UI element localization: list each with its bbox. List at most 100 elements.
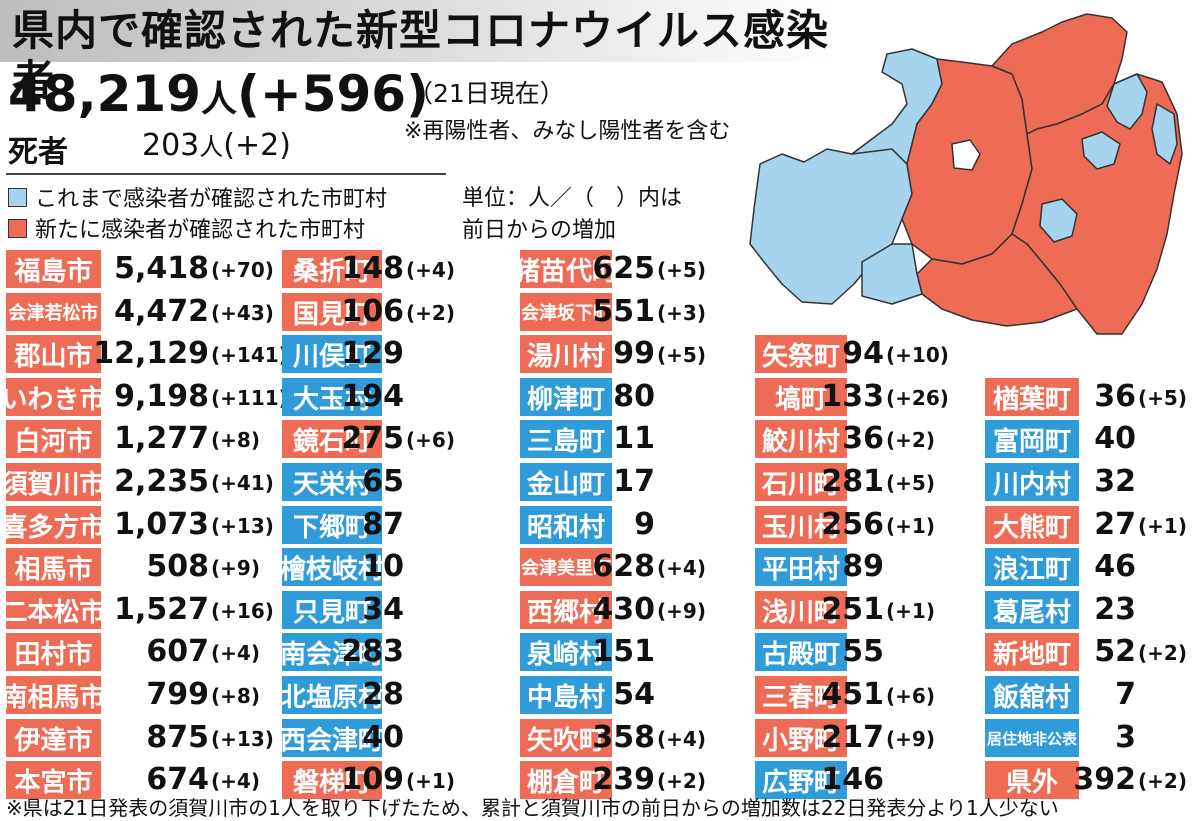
case-count: 217 xyxy=(821,720,884,755)
case-count: 799 xyxy=(146,677,209,712)
case-count: 5,418 xyxy=(114,251,209,286)
unit-note-line2: 前日からの増加 xyxy=(462,218,617,243)
case-count: 275 xyxy=(341,421,404,456)
case-count: 32 xyxy=(1094,464,1136,499)
case-count: 251 xyxy=(821,592,884,627)
map-region-coast-2 xyxy=(1151,103,1178,165)
case-count: 508 xyxy=(146,549,209,584)
case-increase: (+111) xyxy=(211,386,288,410)
municipality-name: 玉川村 xyxy=(755,506,847,544)
case-increase: (+1) xyxy=(406,769,455,793)
case-increase: (+2) xyxy=(1138,769,1187,793)
case-increase: (+4) xyxy=(211,769,260,793)
municipality-name: 鮫川村 xyxy=(755,420,847,458)
case-count: 109 xyxy=(341,762,404,797)
case-count: 106 xyxy=(341,294,404,329)
deaths-change: (+2) xyxy=(223,128,291,163)
case-count: 392 xyxy=(1073,762,1136,797)
municipality-name: 棚倉町 xyxy=(520,761,612,799)
map-region-kenpoku xyxy=(861,243,923,305)
case-increase: (+6) xyxy=(406,428,455,452)
case-count: 17 xyxy=(613,464,655,499)
case-count: 1,073 xyxy=(114,507,209,542)
case-increase: (+5) xyxy=(886,471,935,495)
case-count: 40 xyxy=(1094,421,1136,456)
municipality-name: 居住地非公表 xyxy=(985,719,1079,757)
municipality-name: 広野町 xyxy=(755,761,847,799)
fukushima-map xyxy=(749,13,1183,335)
municipality-name: 古殿町 xyxy=(755,633,847,671)
case-count: 129 xyxy=(341,336,404,371)
municipality-name: 鏡石町 xyxy=(282,420,382,458)
case-count: 9,198 xyxy=(114,379,209,414)
municipality-name: 新地町 xyxy=(985,633,1079,671)
municipality-name: 会津若松市 xyxy=(6,293,101,331)
case-count: 46 xyxy=(1094,549,1136,584)
municipality-name: 県外 xyxy=(985,761,1079,799)
unit-note: 単位：人／（ ）内は 前日からの増加 xyxy=(462,183,722,247)
case-increase: (+5) xyxy=(657,258,706,282)
municipality-name: 矢祭町 xyxy=(755,335,847,373)
title-bar: 県内で確認された新型コロナウイルス感染者 xyxy=(0,0,840,105)
unit-note-line1: 単位：人／（ ）内は xyxy=(462,186,683,211)
case-count: 52 xyxy=(1094,634,1136,669)
case-increase: (+9) xyxy=(657,599,706,623)
case-count: 194 xyxy=(341,379,404,414)
municipality-name: 湯川村 xyxy=(520,335,612,373)
total-change: (+596) xyxy=(236,65,429,123)
case-increase: (+5) xyxy=(1138,386,1187,410)
map-region-aizu xyxy=(749,138,913,305)
map-region-coast-3 xyxy=(1039,198,1078,243)
case-increase: (+9) xyxy=(211,556,260,580)
case-count: 430 xyxy=(592,592,655,627)
case-count: 7 xyxy=(1115,677,1136,712)
case-count: 151 xyxy=(592,634,655,669)
municipality-name: 二本松市 xyxy=(6,591,101,629)
case-count: 4,472 xyxy=(114,294,209,329)
municipality-name: 相馬市 xyxy=(6,548,101,586)
municipality-name: 泉崎村 xyxy=(520,633,612,671)
municipality-name: 中島村 xyxy=(520,676,612,714)
case-count: 148 xyxy=(341,251,404,286)
case-increase: (+9) xyxy=(886,727,935,751)
municipality-name: 白河市 xyxy=(6,420,101,458)
case-count: 87 xyxy=(362,507,404,542)
municipality-name: 三春町 xyxy=(755,676,847,714)
case-count: 94 xyxy=(842,336,884,371)
case-count: 2,235 xyxy=(114,464,209,499)
municipality-name: 国見町 xyxy=(282,293,382,331)
case-count: 628 xyxy=(592,549,655,584)
municipality-name: 石川町 xyxy=(755,463,847,501)
case-count: 65 xyxy=(362,464,404,499)
municipality-name: 田村市 xyxy=(6,633,101,671)
footnote: ※県は21日発表の須賀川市の1人を取り下げたため、累計と須賀川市の前日からの増加… xyxy=(6,796,1059,820)
case-count: 34 xyxy=(362,592,404,627)
case-count: 23 xyxy=(1094,592,1136,627)
case-count: 3 xyxy=(1115,720,1136,755)
case-increase: (+10) xyxy=(886,343,949,367)
case-increase: (+2) xyxy=(657,769,706,793)
total-unit: 人 xyxy=(200,79,237,120)
municipality-name: 富岡町 xyxy=(985,420,1079,458)
case-increase: (+8) xyxy=(211,428,260,452)
municipality-name: 福島市 xyxy=(6,250,101,288)
case-count: 674 xyxy=(146,762,209,797)
case-count: 9 xyxy=(634,507,655,542)
map-region-hama xyxy=(1081,131,1121,170)
total-cases: 48,219人(+596) xyxy=(8,66,429,128)
case-increase: (+2) xyxy=(406,301,455,325)
case-count: 11 xyxy=(613,421,655,456)
case-count: 99 xyxy=(613,336,655,371)
municipality-name: 川俣町 xyxy=(282,335,382,373)
case-count: 27 xyxy=(1094,507,1136,542)
case-increase: (+141) xyxy=(211,343,288,367)
municipality-name: 猪苗代町 xyxy=(520,250,612,288)
case-increase: (+4) xyxy=(211,641,260,665)
municipality-name: 会津坂下町 xyxy=(520,293,612,331)
legend-new-label: 新たに感染者が確認された市町村 xyxy=(35,218,366,243)
municipality-name: 北塩原村 xyxy=(282,676,382,714)
case-count: 133 xyxy=(821,379,884,414)
case-count: 451 xyxy=(821,677,884,712)
case-count: 28 xyxy=(362,677,404,712)
case-count: 80 xyxy=(613,379,655,414)
